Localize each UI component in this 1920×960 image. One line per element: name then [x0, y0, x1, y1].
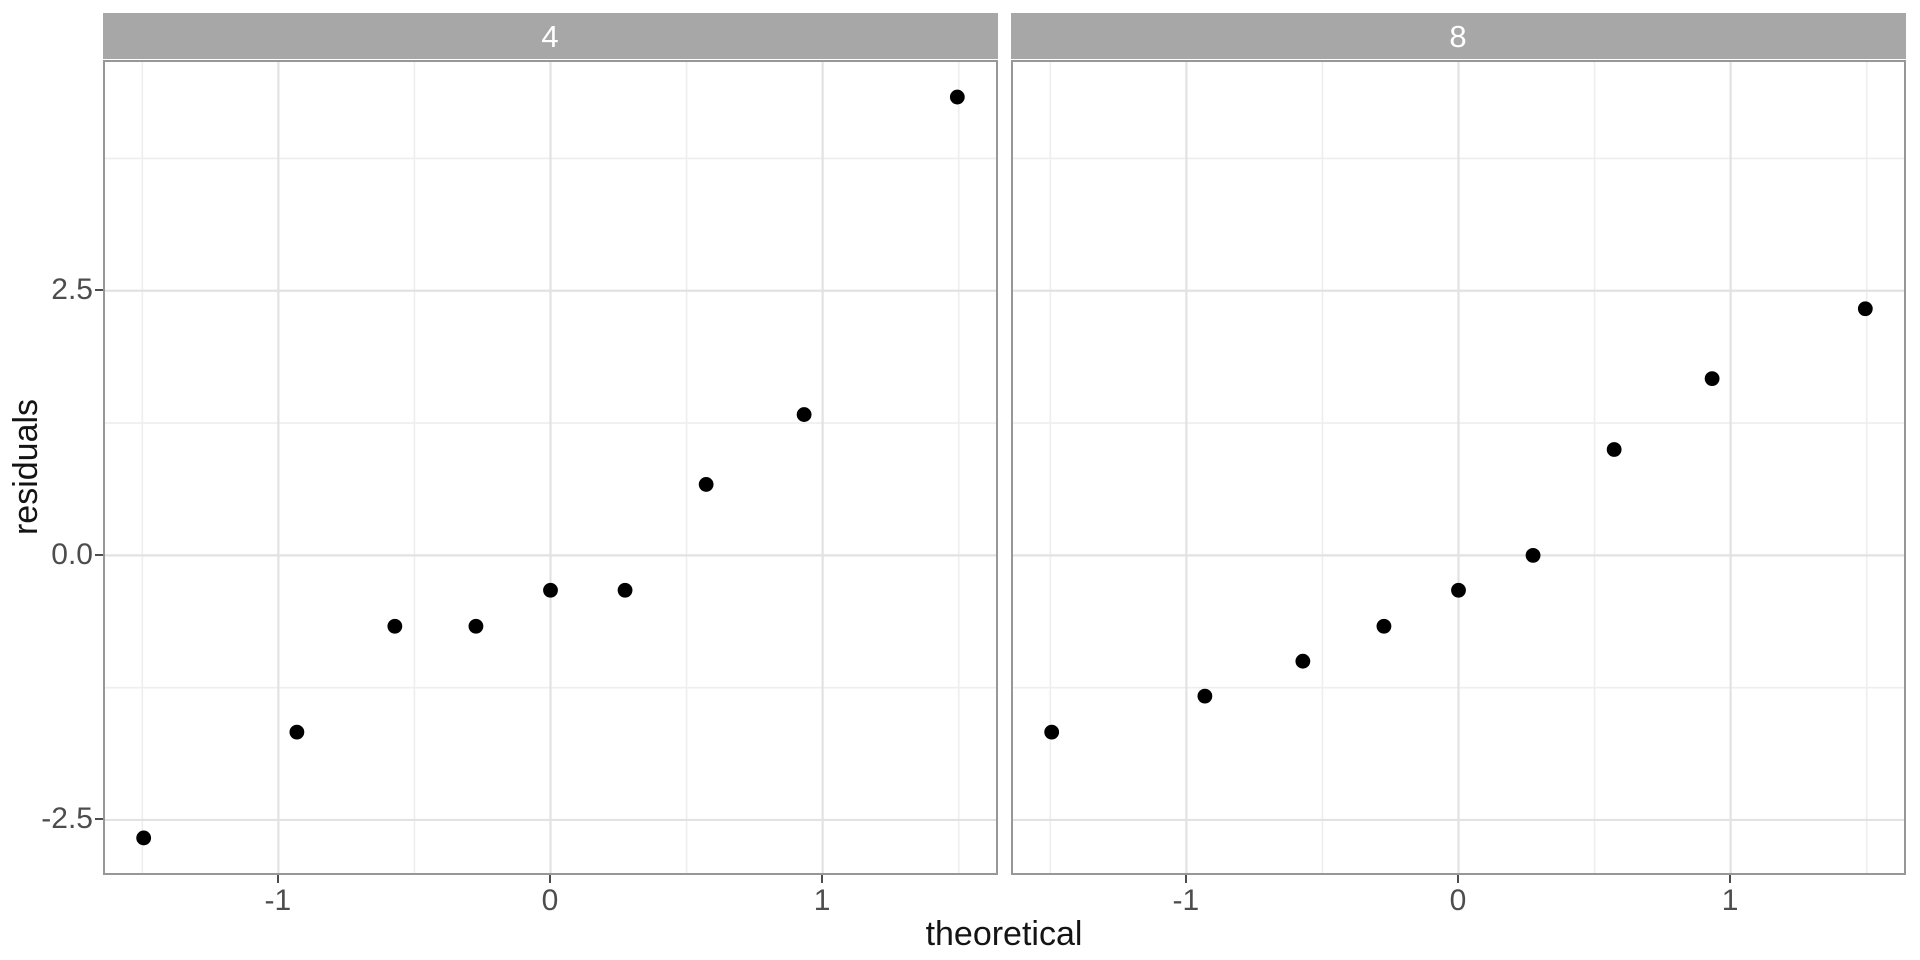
- data-point: [949, 89, 965, 104]
- data-point: [1704, 370, 1720, 386]
- panel-border: [102, 59, 998, 875]
- data-point: [386, 618, 402, 634]
- data-point: [468, 618, 483, 634]
- data-point: [135, 830, 151, 845]
- x-tick-mark: [549, 874, 551, 883]
- y-tick-mark: [94, 553, 103, 556]
- data-point: [796, 406, 812, 422]
- y-axis-title: residuals: [7, 398, 45, 536]
- data-point: [1525, 547, 1540, 563]
- facet-strip-label: 8: [1449, 18, 1467, 54]
- x-tick-label: 1: [1721, 884, 1739, 917]
- data-point: [617, 582, 632, 598]
- data-point: [698, 476, 714, 492]
- x-tick-label: -1: [264, 884, 292, 917]
- data-point: [288, 724, 304, 740]
- data-point: [542, 582, 558, 598]
- facet-panel-4: [102, 59, 998, 875]
- x-tick-mark: [821, 874, 824, 883]
- x-tick-mark: [276, 874, 279, 883]
- y-tick-label: 2.5: [51, 273, 93, 307]
- x-tick-mark: [1184, 874, 1187, 883]
- facet-strip-label: 4: [541, 18, 559, 54]
- x-tick-label: 1: [813, 884, 831, 917]
- data-point: [1450, 582, 1466, 598]
- panel-border: [1010, 59, 1906, 875]
- x-tick-mark: [1729, 874, 1732, 883]
- x-tick-label: 0: [1449, 884, 1467, 917]
- data-point: [1606, 441, 1622, 457]
- x-tick-label: -1: [1172, 884, 1200, 917]
- facet-strip-4: 4: [102, 13, 998, 59]
- data-point: [1376, 618, 1391, 634]
- y-tick-mark: [94, 289, 103, 292]
- data-point: [1043, 724, 1059, 740]
- data-point: [1196, 688, 1212, 704]
- data-point: [1294, 653, 1310, 669]
- x-axis-title: theoretical: [925, 915, 1083, 953]
- y-tick-mark: [94, 818, 103, 821]
- y-tick-label: -2.5: [41, 802, 93, 836]
- x-tick-label: 0: [541, 884, 559, 917]
- data-point: [1857, 300, 1873, 316]
- facet-strip-8: 8: [1010, 13, 1906, 59]
- x-tick-mark: [1457, 874, 1459, 883]
- y-tick-label: 0.0: [51, 537, 93, 571]
- facet-panel-8: [1010, 59, 1906, 875]
